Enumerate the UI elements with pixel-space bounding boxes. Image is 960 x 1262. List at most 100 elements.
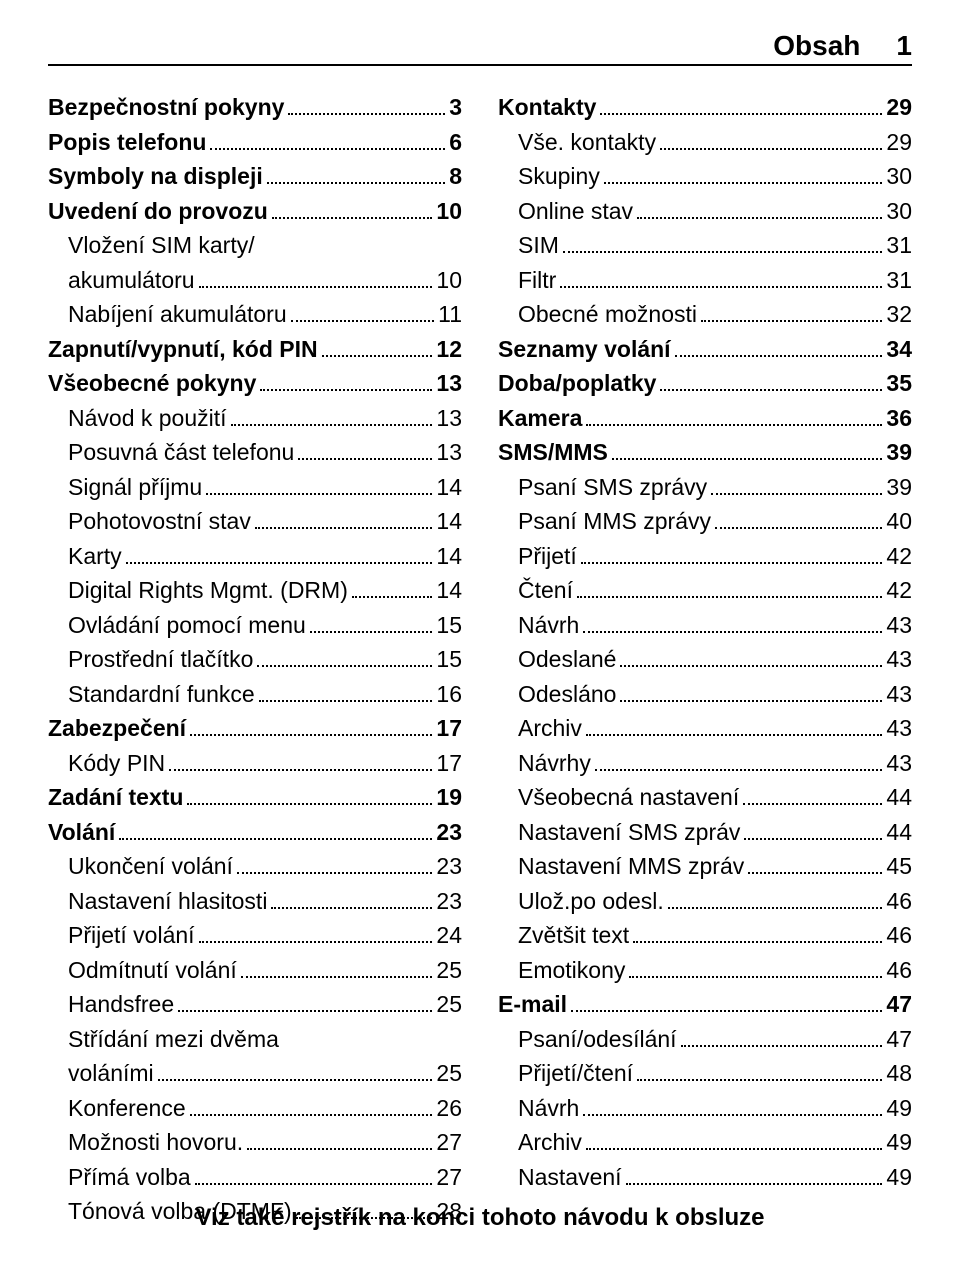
toc-page: 42 <box>886 539 912 574</box>
dot-leader <box>272 217 433 219</box>
dot-leader <box>187 803 432 805</box>
toc-entry: Střídání mezi dvěmavoláními25 <box>48 1022 462 1091</box>
toc-page: 27 <box>436 1125 462 1160</box>
toc-label: Archiv <box>498 1125 582 1160</box>
dot-leader <box>744 838 882 840</box>
dot-leader <box>577 596 882 598</box>
dot-leader <box>322 355 433 357</box>
dot-leader <box>298 458 432 460</box>
toc-entry: Konference26 <box>48 1091 462 1126</box>
dot-leader <box>571 1010 882 1012</box>
toc-page: 14 <box>436 470 462 505</box>
toc-page: 25 <box>436 1056 462 1091</box>
toc-entry: Emotikony 46 <box>498 953 912 988</box>
toc-label: Emotikony <box>498 953 625 988</box>
header-title: Obsah <box>773 30 860 62</box>
toc-entry: Archiv43 <box>498 711 912 746</box>
toc-page: 8 <box>449 159 462 194</box>
toc-label: Návrh <box>498 1091 579 1126</box>
toc-page: 43 <box>886 642 912 677</box>
toc-label: Standardní funkce <box>48 677 255 712</box>
dot-leader <box>126 562 433 564</box>
dot-leader <box>563 251 883 253</box>
toc-label: Pohotovostní stav <box>48 504 251 539</box>
dot-leader <box>715 527 882 529</box>
toc-entry: Návrhy43 <box>498 746 912 781</box>
toc-label: akumulátoru <box>48 263 195 298</box>
toc-page: 40 <box>886 504 912 539</box>
dot-leader <box>743 803 882 805</box>
toc-page: 49 <box>886 1091 912 1126</box>
toc-page: 23 <box>436 884 462 919</box>
toc-label: Přímá volba <box>48 1160 191 1195</box>
toc-label: Uvedení do provozu <box>48 194 268 229</box>
toc-page: 39 <box>886 470 912 505</box>
toc-page: 23 <box>436 849 462 884</box>
toc-page: 6 <box>449 125 462 160</box>
toc-label: Zabezpečení <box>48 711 186 746</box>
dot-leader <box>675 355 883 357</box>
toc-entry: SIM31 <box>498 228 912 263</box>
dot-leader <box>748 872 882 874</box>
footer-note: Viz také rejstřík na konci tohoto návodu… <box>0 1204 960 1232</box>
dot-leader <box>178 1010 432 1012</box>
toc-page: 35 <box>886 366 912 401</box>
dot-leader <box>560 286 882 288</box>
toc-label: Doba/poplatky <box>498 366 656 401</box>
toc-label: Nastavení hlasitosti <box>48 884 267 919</box>
dot-leader <box>581 562 883 564</box>
toc-entry: Možnosti hovoru. 27 <box>48 1125 462 1160</box>
dot-leader <box>190 734 432 736</box>
dot-leader <box>158 1079 433 1081</box>
toc-entry: Přijetí volání24 <box>48 918 462 953</box>
toc-page: 46 <box>886 953 912 988</box>
toc-entry: Handsfree25 <box>48 987 462 1022</box>
dot-leader <box>288 113 445 115</box>
toc-page: 13 <box>436 401 462 436</box>
toc-entry: Uvedení do provozu10 <box>48 194 462 229</box>
toc-entry: Ulož.po odesl.46 <box>498 884 912 919</box>
toc-label: Zvětšit text <box>498 918 629 953</box>
dot-leader <box>586 734 883 736</box>
dot-leader <box>291 320 434 322</box>
toc-entry: Obecné možnosti32 <box>498 297 912 332</box>
toc-entry: Přijetí/čtení48 <box>498 1056 912 1091</box>
toc-label: Archiv <box>498 711 582 746</box>
dot-leader <box>119 838 432 840</box>
toc-label: Vše. kontakty <box>498 125 656 160</box>
dot-leader <box>199 941 433 943</box>
toc-page: 32 <box>886 297 912 332</box>
toc-label: Všeobecná nastavení <box>498 780 739 815</box>
dot-leader <box>595 769 883 771</box>
toc-page: 23 <box>436 815 462 850</box>
toc-label: Ovládání pomocí menu <box>48 608 306 643</box>
toc-label: Prostřední tlačítko <box>48 642 253 677</box>
toc-entry: Popis telefonu6 <box>48 125 462 160</box>
toc-label: Vložení SIM karty/ <box>48 228 462 263</box>
dot-leader <box>271 907 432 909</box>
toc-page: 13 <box>436 366 462 401</box>
dot-leader <box>195 1183 433 1185</box>
toc-label: Možnosti hovoru. <box>48 1125 243 1160</box>
toc-label: Přijetí volání <box>48 918 195 953</box>
dot-leader <box>257 665 432 667</box>
toc-entry: Návrh43 <box>498 608 912 643</box>
toc-page: 44 <box>886 780 912 815</box>
dot-leader <box>633 941 882 943</box>
dot-leader <box>681 1045 883 1047</box>
toc-entry: Zapnutí/vypnutí, kód PIN12 <box>48 332 462 367</box>
page-header: Obsah 1 <box>48 30 912 66</box>
toc-page: 43 <box>886 677 912 712</box>
toc-columns: Bezpečnostní pokyny3Popis telefonu6Symbo… <box>48 90 912 1229</box>
toc-entry: Ovládání pomocí menu15 <box>48 608 462 643</box>
toc-entry: Čtení42 <box>498 573 912 608</box>
dot-leader <box>210 148 445 150</box>
toc-label: Digital Rights Mgmt. (DRM) <box>48 573 348 608</box>
toc-entry: Nastavení hlasitosti 23 <box>48 884 462 919</box>
toc-page: 25 <box>436 987 462 1022</box>
toc-entry: Kódy PIN17 <box>48 746 462 781</box>
dot-leader <box>586 424 882 426</box>
toc-page: 14 <box>436 504 462 539</box>
dot-leader <box>637 217 882 219</box>
toc-entry: Návod k použití13 <box>48 401 462 436</box>
